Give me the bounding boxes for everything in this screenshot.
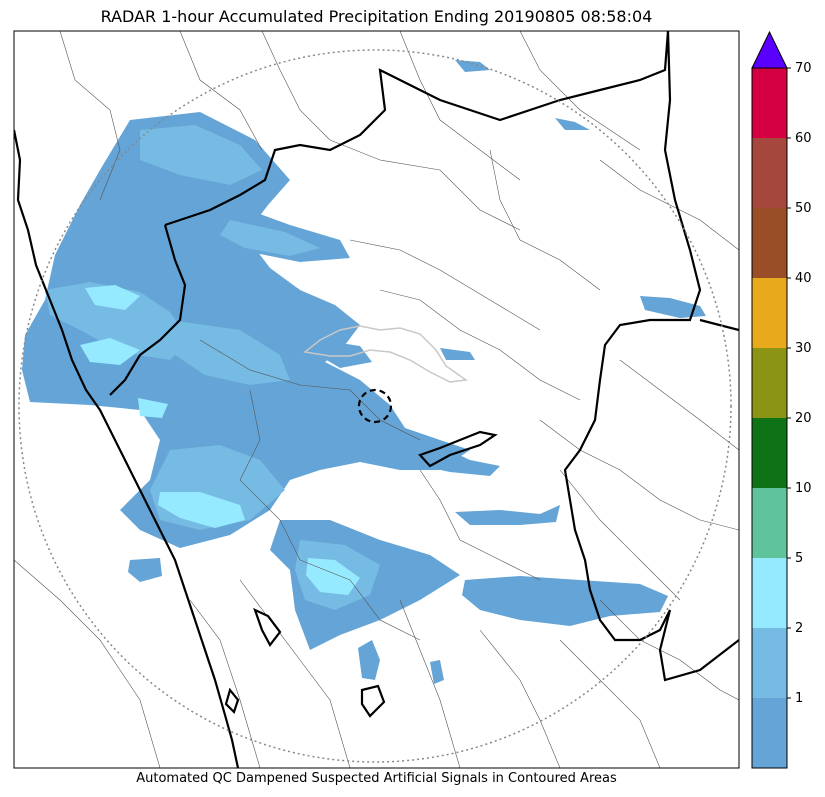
rain-band-southeast xyxy=(462,576,668,626)
rain-moderate-north xyxy=(140,125,262,185)
colorbar-bin xyxy=(752,488,787,558)
rain-heavy-mid xyxy=(138,398,168,418)
coastline xyxy=(14,129,240,768)
border-east-2 xyxy=(658,609,739,682)
colorbar-extend-arrow xyxy=(751,30,788,69)
rain-heavy-southeast xyxy=(306,558,360,595)
border-west-state xyxy=(109,224,187,396)
colorbar-bin xyxy=(752,278,787,348)
colorbar-tick-label: 40 xyxy=(795,271,812,286)
rain-moderate-central xyxy=(170,320,290,385)
rain-band-east-3 xyxy=(420,446,500,476)
colorbar-bin xyxy=(752,208,787,278)
colorbar-bin xyxy=(752,68,787,138)
rain-heavy-nw xyxy=(85,285,140,310)
rain-band-east-2 xyxy=(640,296,706,318)
colorbar-bin xyxy=(752,628,787,698)
border-island-3 xyxy=(224,687,240,715)
county-boundaries xyxy=(14,31,739,768)
border-east-1 xyxy=(563,31,702,642)
rain-cell-small-1 xyxy=(358,640,380,680)
border-east-3 xyxy=(699,318,739,332)
map-frame xyxy=(13,30,740,769)
map-area xyxy=(14,31,739,768)
rain-patch-a xyxy=(258,288,302,302)
rain-area-northwest xyxy=(22,112,470,548)
colorbar-bin xyxy=(752,418,787,488)
colorbar-tick-label: 5 xyxy=(795,551,803,566)
colorbar-tick-label: 50 xyxy=(795,201,812,216)
rain-heavy-south xyxy=(158,492,245,528)
rain-heavy-west xyxy=(80,338,140,365)
colorbar-tick-label: 70 xyxy=(795,61,812,76)
radar-site-marker xyxy=(357,388,393,424)
colorbar: 1 2 5 10 20 30 40 50 60 70 xyxy=(751,30,812,769)
border-island-2 xyxy=(360,684,386,718)
rain-band-middle xyxy=(200,282,340,327)
range-ring xyxy=(18,49,732,763)
map-title: RADAR 1-hour Accumulated Precipitation E… xyxy=(100,7,653,26)
precipitation-layer xyxy=(22,60,706,684)
colorbar-bin xyxy=(752,138,787,208)
state-borders xyxy=(14,31,739,768)
rain-band-mid-1 xyxy=(440,348,475,360)
colorbar-tick-label: 1 xyxy=(795,691,803,706)
colorbar-tick-label: 60 xyxy=(795,131,812,146)
colorbar-bin xyxy=(752,558,787,628)
rain-moderate-band xyxy=(220,220,320,256)
border-island-1 xyxy=(253,607,282,648)
colorbar-bin xyxy=(752,348,787,418)
map-caption: Automated QC Dampened Suspected Artifici… xyxy=(136,771,617,786)
colorbar-bin xyxy=(752,698,787,768)
colorbar-tick-label: 20 xyxy=(795,411,812,426)
rain-moderate-west xyxy=(45,282,190,360)
colorbar-tick-label: 2 xyxy=(795,621,803,636)
rain-cell-small-2 xyxy=(430,660,444,684)
qc-contour-areas xyxy=(303,325,469,383)
rain-band-center-2 xyxy=(318,340,372,368)
colorbar-outline xyxy=(751,67,788,769)
colorbar-tick-label: 30 xyxy=(795,341,812,356)
colorbar-tick-label: 10 xyxy=(795,481,812,496)
border-river xyxy=(418,430,498,468)
rain-band-center xyxy=(290,415,360,445)
border-north xyxy=(164,31,670,227)
rain-cell-small-3 xyxy=(128,558,162,582)
rain-cell-north-1 xyxy=(455,60,490,72)
rain-cell-north-2 xyxy=(555,118,590,130)
rain-band-east-1 xyxy=(455,505,560,525)
